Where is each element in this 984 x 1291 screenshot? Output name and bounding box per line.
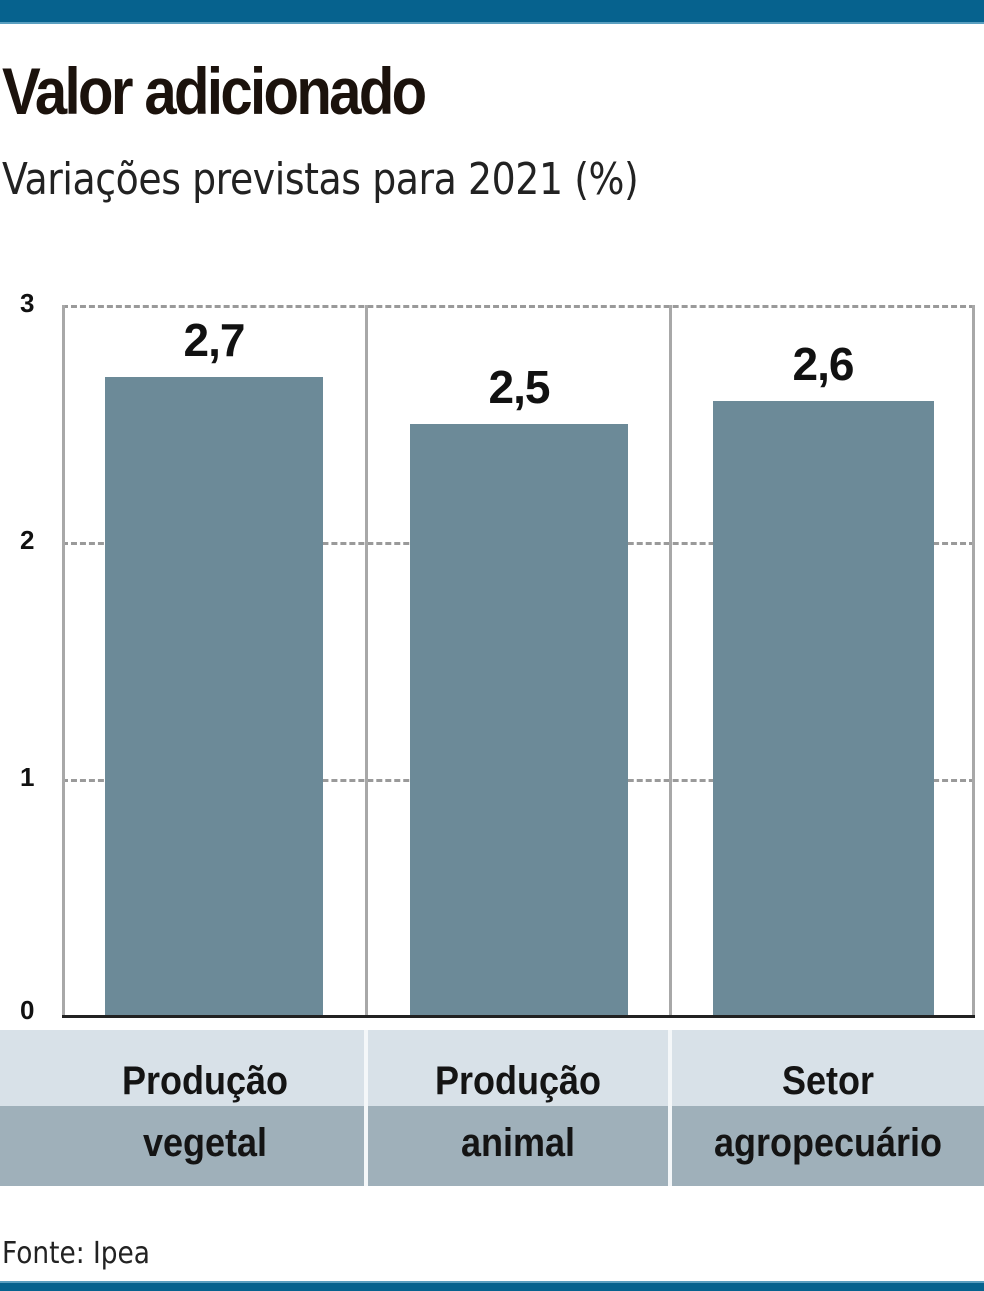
category-band-top bbox=[0, 1030, 984, 1106]
plot-area: 2,7 2,5 2,6 bbox=[62, 305, 975, 1018]
column-divider-1 bbox=[365, 305, 368, 1017]
category-label-line2: animal bbox=[460, 1121, 576, 1165]
category-label-setor-agropecuario: Setor agropecuário bbox=[688, 1050, 969, 1174]
bar-producao-vegetal bbox=[105, 377, 323, 1017]
value-label-setor-agropecuario: 2,6 bbox=[792, 338, 855, 390]
bar-producao-animal bbox=[410, 424, 628, 1017]
category-label-producao-animal: Produção animal bbox=[383, 1050, 653, 1174]
gridline-3 bbox=[62, 305, 975, 308]
category-label-line1: Setor bbox=[781, 1059, 875, 1103]
x-axis-baseline bbox=[62, 1015, 975, 1018]
category-label-producao-vegetal: Produção vegetal bbox=[57, 1050, 354, 1174]
chart-subtitle: Variações previstas para 2021 (%) bbox=[2, 154, 639, 205]
value-label-producao-animal: 2,5 bbox=[488, 361, 551, 413]
category-label-line2: vegetal bbox=[142, 1121, 268, 1165]
category-label-line1: Produção bbox=[121, 1059, 289, 1103]
bottom-accent-bar bbox=[0, 1281, 984, 1291]
category-band-bottom bbox=[0, 1106, 984, 1186]
column-divider-2 bbox=[669, 305, 672, 1017]
axis-left-line bbox=[62, 305, 65, 1017]
top-accent-bar bbox=[0, 0, 984, 24]
y-tick-2: 2 bbox=[20, 525, 35, 555]
y-tick-0: 0 bbox=[20, 995, 35, 1025]
category-label-line1: Produção bbox=[434, 1059, 602, 1103]
category-label-line2: agropecuário bbox=[713, 1121, 943, 1165]
source-note: Fonte: Ipea bbox=[2, 1236, 150, 1271]
category-divider-1 bbox=[364, 1030, 368, 1186]
bar-setor-agropecuario bbox=[713, 401, 934, 1017]
y-tick-3: 3 bbox=[20, 288, 35, 318]
value-label-producao-vegetal: 2,7 bbox=[183, 314, 246, 366]
chart-title: Valor adicionado bbox=[2, 54, 427, 128]
y-tick-1: 1 bbox=[20, 762, 35, 792]
category-divider-2 bbox=[668, 1030, 672, 1186]
axis-right-line bbox=[972, 305, 975, 1017]
